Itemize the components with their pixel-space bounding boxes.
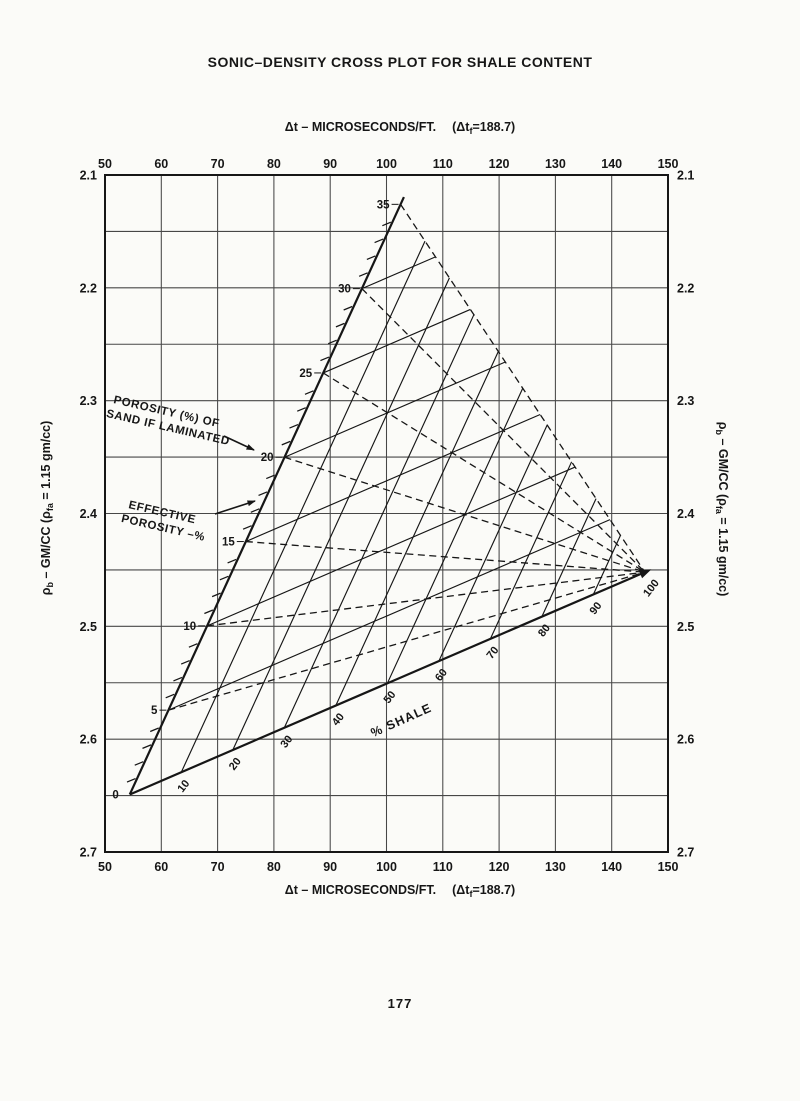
svg-text:0: 0 [112,789,118,801]
svg-text:20: 20 [227,756,244,773]
svg-text:2.6: 2.6 [80,733,97,747]
svg-text:2.1: 2.1 [80,169,97,183]
svg-text:20: 20 [261,452,274,464]
x-axis-title-bottom: Δt – MICROSECONDS/FT. (Δtf=188.7) [284,883,516,899]
y-tick-labels-right: 2.1 2.2 2.3 2.4 2.5 2.6 2.7 [677,169,694,860]
svg-text:50: 50 [98,860,112,874]
x-axis-title-top: Δt – MICROSECONDS/FT. (Δtf=188.7) [284,120,516,136]
svg-text:150: 150 [658,157,679,171]
page-title: SONIC–DENSITY CROSS PLOT FOR SHALE CONTE… [207,54,593,70]
y-axis-title-right: ρb – GM/CC (ρfa = 1.15 gm/cc) [714,421,730,597]
svg-text:25: 25 [299,368,312,380]
shale-scale-labels: 10 20 30 40 50 60 70 80 90 100 [175,577,662,795]
svg-text:140: 140 [601,860,622,874]
svg-text:30: 30 [338,284,351,296]
svg-text:70: 70 [211,157,225,171]
svg-text:2.3: 2.3 [677,394,694,408]
svg-text:70: 70 [485,644,502,661]
svg-text:40: 40 [330,711,347,728]
svg-text:2.4: 2.4 [677,507,694,521]
svg-text:30: 30 [278,733,295,750]
y-axis-title-left: ρb – GM/CC (ρfa = 1.15 gm/cc) [39,420,55,596]
porosity-scale-labels: 0 5 10 15 20 25 30 35 [112,199,399,801]
svg-text:50: 50 [381,689,398,706]
svg-text:2.5: 2.5 [677,620,694,634]
svg-text:120: 120 [489,860,510,874]
svg-text:2.3: 2.3 [80,394,97,408]
svg-text:140: 140 [601,157,622,171]
svg-text:90: 90 [323,860,337,874]
svg-text:2.4: 2.4 [80,507,97,521]
plot-frame [104,174,669,853]
shale-axis-label: % SHALE [369,701,434,740]
svg-text:2.7: 2.7 [80,846,97,860]
svg-text:80: 80 [267,860,281,874]
svg-text:60: 60 [433,667,450,684]
x-tick-labels-top: 50 60 70 80 90 100 110 120 130 140 150 [98,157,678,171]
svg-text:2.2: 2.2 [677,281,694,295]
x-tick-labels-bottom: 50 60 70 80 90 100 110 120 130 140 150 [98,860,678,874]
svg-text:60: 60 [154,860,168,874]
sand-porosity-line [128,196,405,795]
shale-content-lines [180,240,622,773]
svg-text:130: 130 [545,860,566,874]
svg-text:130: 130 [545,157,566,171]
svg-text:110: 110 [433,157,453,171]
svg-text:110: 110 [433,860,453,874]
svg-text:90: 90 [588,600,605,617]
svg-text:100: 100 [376,860,397,874]
svg-text:100: 100 [641,577,662,599]
svg-text:5: 5 [151,705,158,717]
svg-text:120: 120 [489,157,510,171]
svg-text:2.7: 2.7 [677,846,694,860]
page-number: 177 [387,996,413,1011]
svg-text:70: 70 [211,860,225,874]
svg-text:35: 35 [377,199,390,211]
shale-axis-line [129,569,652,796]
svg-text:2.5: 2.5 [80,620,97,634]
svg-text:150: 150 [658,860,679,874]
svg-text:2.1: 2.1 [677,169,694,183]
svg-text:80: 80 [267,157,281,171]
effective-porosity-lines [168,256,611,711]
svg-text:80: 80 [536,622,553,639]
sand-line-minor-ticks [126,221,392,783]
shale-axis-arrowhead [638,569,652,579]
svg-text:100: 100 [376,157,397,171]
svg-text:90: 90 [323,157,337,171]
svg-text:10: 10 [183,621,196,633]
svg-text:10: 10 [175,778,192,795]
svg-text:2.6: 2.6 [677,733,694,747]
svg-text:15: 15 [222,537,235,549]
y-tick-labels-left: 2.1 2.2 2.3 2.4 2.5 2.6 2.7 [80,169,97,860]
svg-text:% SHALE: % SHALE [369,701,434,740]
svg-text:2.2: 2.2 [80,281,97,295]
svg-text:60: 60 [154,157,168,171]
svg-text:50: 50 [98,157,112,171]
